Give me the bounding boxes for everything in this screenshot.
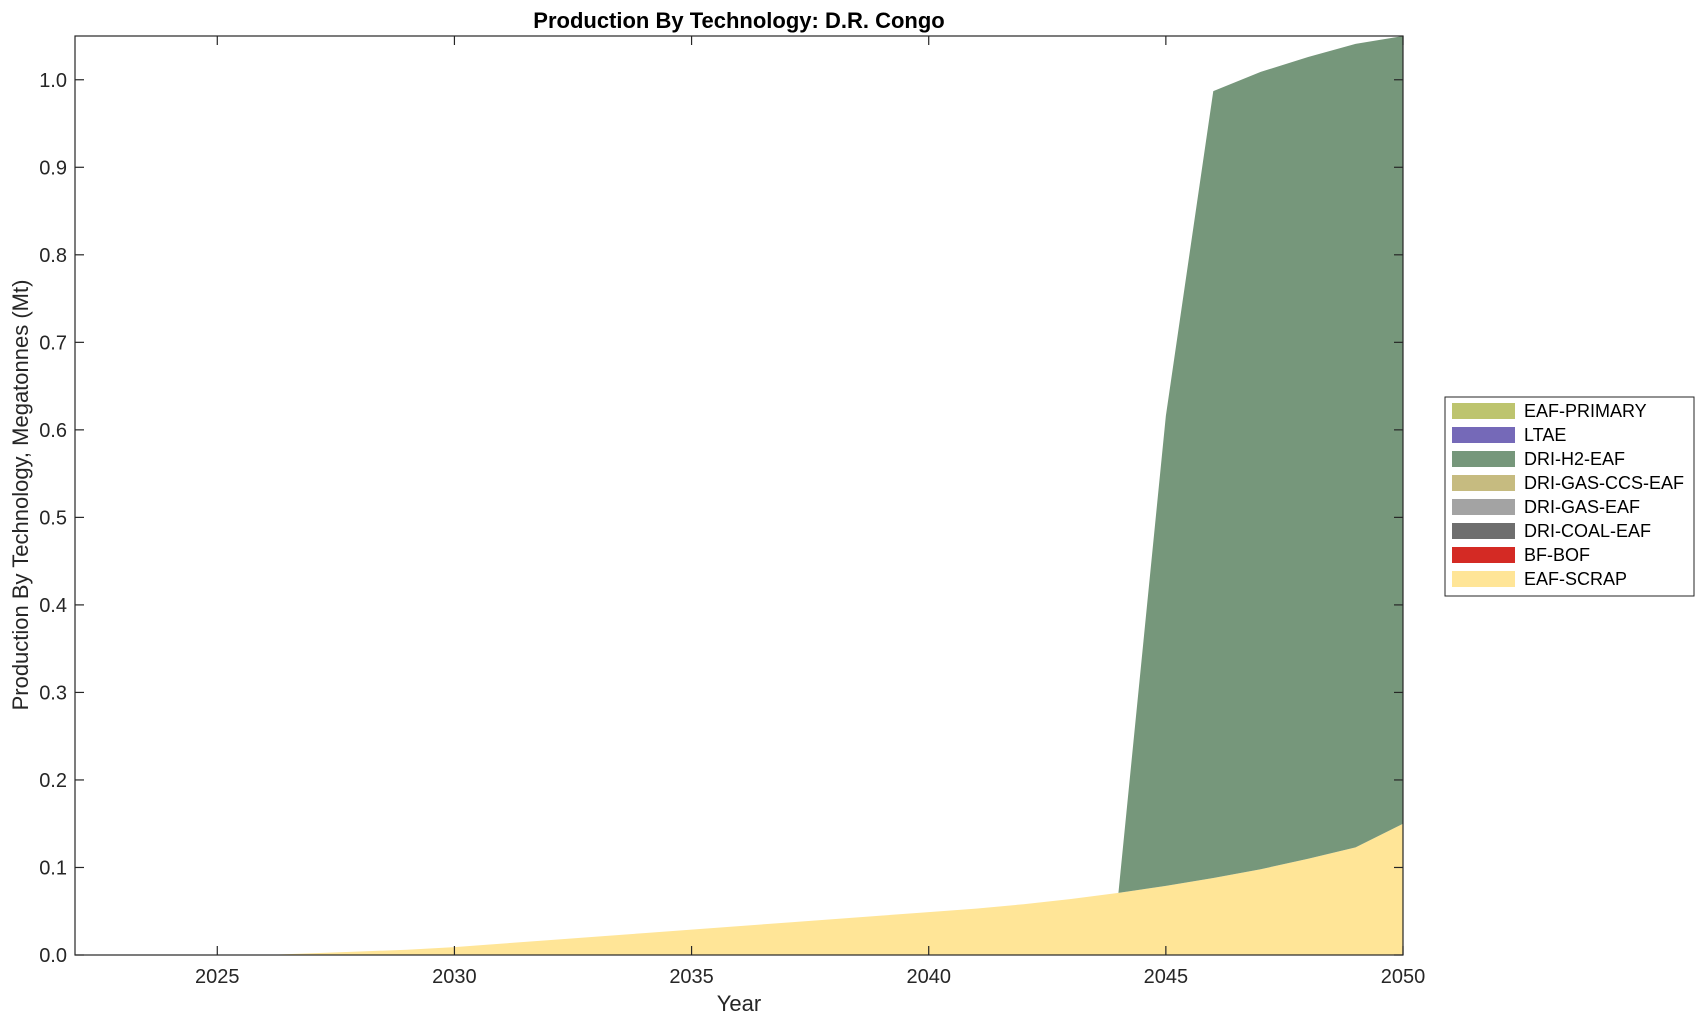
legend-label-ltae: LTAE [1524, 425, 1566, 445]
legend-label-dri-gas-ccs-eaf: DRI-GAS-CCS-EAF [1524, 473, 1684, 493]
y-tick-label: 0.5 [39, 507, 67, 529]
y-tick-label: 0.9 [39, 157, 67, 179]
x-axis-label: Year [717, 991, 761, 1016]
x-tick-label: 2045 [1144, 966, 1189, 988]
x-tick-label: 2040 [906, 966, 951, 988]
x-tick-label: 2030 [432, 966, 477, 988]
x-tick-label: 2050 [1381, 966, 1426, 988]
y-tick-label: 0.0 [39, 945, 67, 967]
y-tick-label: 0.8 [39, 245, 67, 267]
legend-swatch-dri-gas-ccs-eaf [1452, 475, 1515, 491]
y-tick-label: 0.2 [39, 770, 67, 792]
plot-frame [74, 35, 1404, 956]
y-axis-label: Production By Technology, Megatonnes (Mt… [8, 280, 33, 711]
y-tick-label: 0.7 [39, 332, 67, 354]
legend-swatch-dri-coal-eaf [1452, 523, 1515, 539]
legend-swatch-ltae [1452, 427, 1515, 443]
x-tick-label: 2025 [195, 966, 240, 988]
area-layer [75, 36, 1403, 955]
x-tick-label: 2035 [669, 966, 714, 988]
legend-swatch-bf-bof [1452, 547, 1515, 563]
legend-label-dri-coal-eaf: DRI-COAL-EAF [1524, 521, 1651, 541]
area-dri-h2-eaf [75, 36, 1403, 955]
y-tick-label: 0.3 [39, 682, 67, 704]
legend-label-eaf-primary: EAF-PRIMARY [1524, 401, 1647, 421]
area-eaf-scrap [75, 823, 1403, 955]
legend-swatch-dri-gas-eaf [1452, 499, 1515, 515]
y-tick-label: 0.4 [39, 595, 67, 617]
legend-label-dri-gas-eaf: DRI-GAS-EAF [1524, 497, 1640, 517]
legend-label-dri-h2-eaf: DRI-H2-EAF [1524, 449, 1625, 469]
y-tick-label: 0.1 [39, 857, 67, 879]
legend-swatch-dri-h2-eaf [1452, 451, 1515, 467]
legend: EAF-PRIMARY LTAE DRI-H2-EAF DRI-GAS-CCS-EAF… [1444, 396, 1695, 597]
y-tick-label: 0.6 [39, 420, 67, 442]
chart-title: Production By Technology: D.R. Congo [533, 8, 944, 33]
legend-swatch-eaf-primary [1452, 403, 1515, 419]
tick-label-layer: 2025 2030 2035 2040 2045 2050 0.0 0.1 0.2 0.3 0.4 0… [39, 70, 1425, 988]
y-tick-label: 1.0 [39, 70, 67, 92]
legend-swatch-eaf-scrap [1452, 571, 1515, 587]
legend-label-bf-bof: BF-BOF [1524, 545, 1590, 565]
legend-label-eaf-scrap: EAF-SCRAP [1524, 569, 1627, 589]
